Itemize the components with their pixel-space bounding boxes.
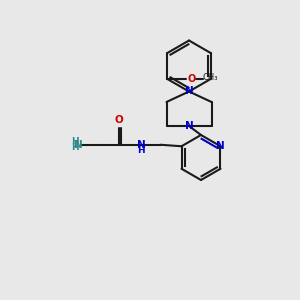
Text: H: H bbox=[137, 146, 145, 155]
Text: N: N bbox=[136, 140, 146, 150]
Text: H: H bbox=[71, 143, 79, 152]
Text: O: O bbox=[114, 115, 123, 125]
Text: H: H bbox=[71, 137, 79, 146]
Text: O: O bbox=[188, 74, 196, 84]
Text: N: N bbox=[184, 121, 194, 131]
Text: N: N bbox=[184, 86, 194, 97]
Text: CH₃: CH₃ bbox=[202, 73, 218, 82]
Text: N: N bbox=[216, 141, 225, 151]
Text: N: N bbox=[74, 140, 82, 150]
